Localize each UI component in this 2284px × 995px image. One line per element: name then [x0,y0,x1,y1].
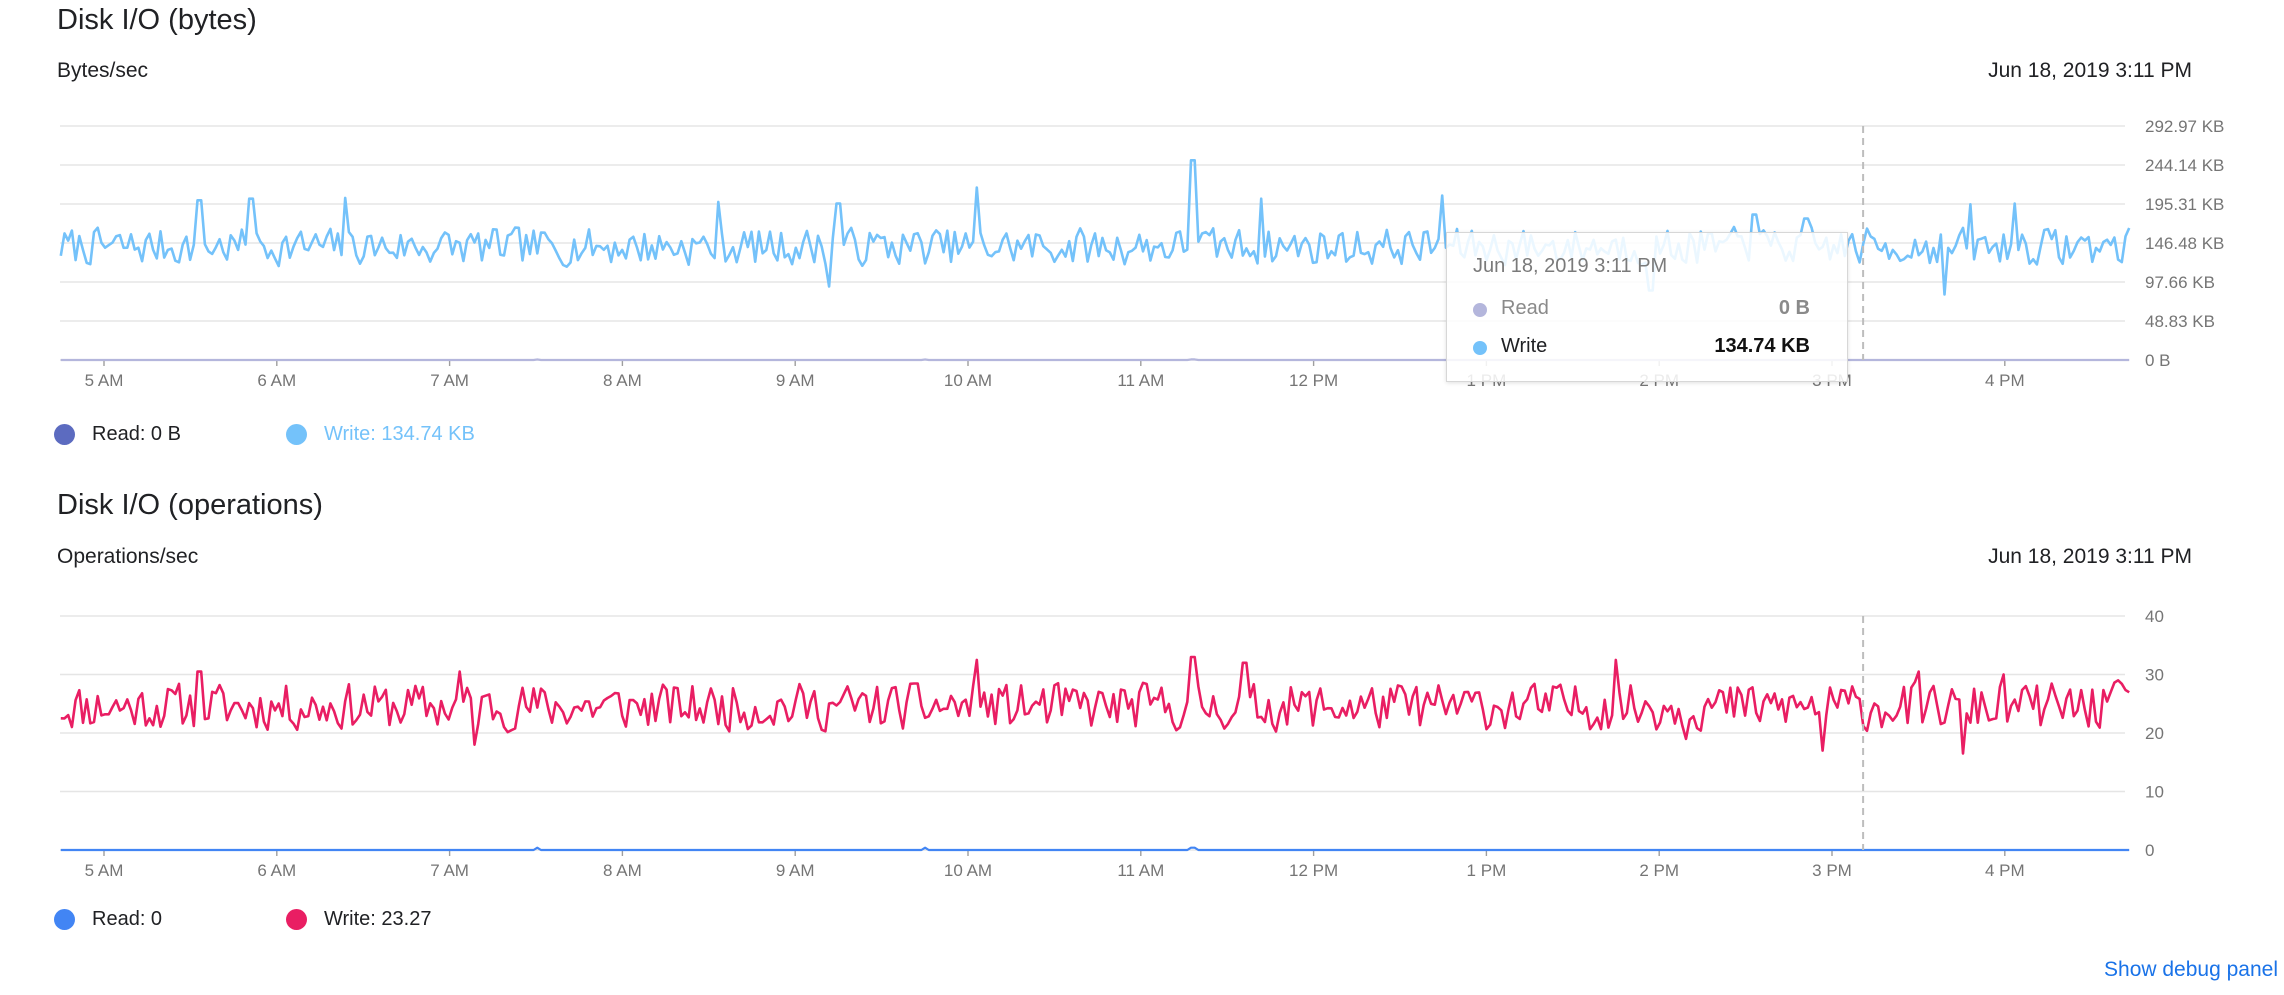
timestamp-operations: Jun 18, 2019 3:11 PM [1988,545,2192,568]
y-tick-label: 292.97 KB [2145,117,2224,136]
x-tick-label: 11 AM [1117,371,1164,390]
legend-read-dot-icon [54,424,75,445]
tooltip-write-value: 134.74 KB [1714,335,1810,357]
legend-item-read-bytes[interactable]: Read: 0 B [54,423,181,446]
x-tick-label: 6 AM [257,861,296,880]
x-tick-label: 9 AM [776,371,815,390]
legend-item-read-ops[interactable]: Read: 0 [54,908,162,931]
x-tick-label: 5 AM [85,371,124,390]
x-tick-label: 8 AM [603,371,642,390]
tooltip-read-value: 0 B [1778,297,1810,319]
x-tick-label: 5 AM [85,861,124,880]
show-debug-panel-link[interactable]: Show debug panel [2104,958,2278,981]
tooltip-read-dot-icon [1473,303,1487,317]
x-tick-label: 6 AM [257,371,296,390]
y-tick-label: 48.83 KB [2145,312,2215,331]
chart-tooltip: Jun 18, 2019 3:11 PM Read 0 B Write 134.… [1446,232,1848,382]
y-tick-label: 0 B [2145,351,2171,370]
tooltip-write-label: Write [1501,335,1548,357]
x-tick-label: 3 PM [1812,861,1852,880]
x-tick-label: 4 PM [1985,861,2025,880]
series-line-write[interactable] [60,655,2130,755]
x-tick-label: 9 AM [776,861,815,880]
tooltip-write-dot-icon [1473,341,1487,355]
x-tick-label: 10 AM [944,371,992,390]
legend-write-dot-icon [286,424,307,445]
x-tick-label: 1 PM [1467,861,1507,880]
tooltip-time: Jun 18, 2019 3:11 PM [1473,255,1668,277]
y-tick-label: 40 [2145,607,2164,626]
y-tick-label: 97.66 KB [2145,273,2215,292]
x-tick-label: 7 AM [430,861,469,880]
legend-read-ops-dot-icon [54,909,75,930]
x-tick-label: 8 AM [603,861,642,880]
y-tick-label: 20 [2145,724,2164,743]
tooltip-row-read: Read 0 B [1473,295,1823,323]
legend-item-write-bytes[interactable]: Write: 134.74 KB [286,423,475,446]
y-tick-label: 146.48 KB [2145,234,2224,253]
y-tick-label: 195.31 KB [2145,195,2224,214]
legend-write-ops-dot-icon [286,909,307,930]
chart-title-operations: Disk I/O (operations) [57,489,323,521]
timestamp-bytes: Jun 18, 2019 3:11 PM [1988,59,2192,82]
x-tick-label: 4 PM [1985,371,2025,390]
x-tick-label: 2 PM [1639,861,1679,880]
series-line-read[interactable] [60,846,2130,852]
chart-title-bytes: Disk I/O (bytes) [57,4,257,36]
legend-read-label: Read: 0 B [92,423,181,445]
tooltip-row-write: Write 134.74 KB [1473,333,1823,361]
legend-read-ops-label: Read: 0 [92,908,163,930]
y-tick-label: 30 [2145,666,2164,685]
x-tick-label: 12 PM [1289,861,1338,880]
y-unit-label-operations: Operations/sec [57,545,199,568]
legend-write-ops-label: Write: 23.27 [324,908,432,930]
x-tick-label: 7 AM [430,371,469,390]
bytes-chart[interactable]: 0 B 48.83 KB 97.66 KB 146.48 KB 195.31 KB 244… [0,110,2284,400]
y-tick-label: 244.14 KB [2145,156,2224,175]
x-tick-label: 12 PM [1289,371,1338,390]
legend-item-write-ops[interactable]: Write: 23.27 [286,908,431,931]
x-tick-label: 11 AM [1117,861,1164,880]
tooltip-read-label: Read [1501,297,1549,319]
x-tick-label: 10 AM [944,861,992,880]
y-unit-label-bytes: Bytes/sec [57,59,149,82]
legend-write-label: Write: 134.74 KB [324,423,475,445]
y-tick-label: 10 [2145,783,2164,802]
y-tick-label: 0 [2145,841,2154,860]
operations-chart[interactable]: 0 10 20 30 40 5 AM 6 AM 7 AM 8 AM 9 AM 10 AM 11 AM 1… [0,600,2284,890]
